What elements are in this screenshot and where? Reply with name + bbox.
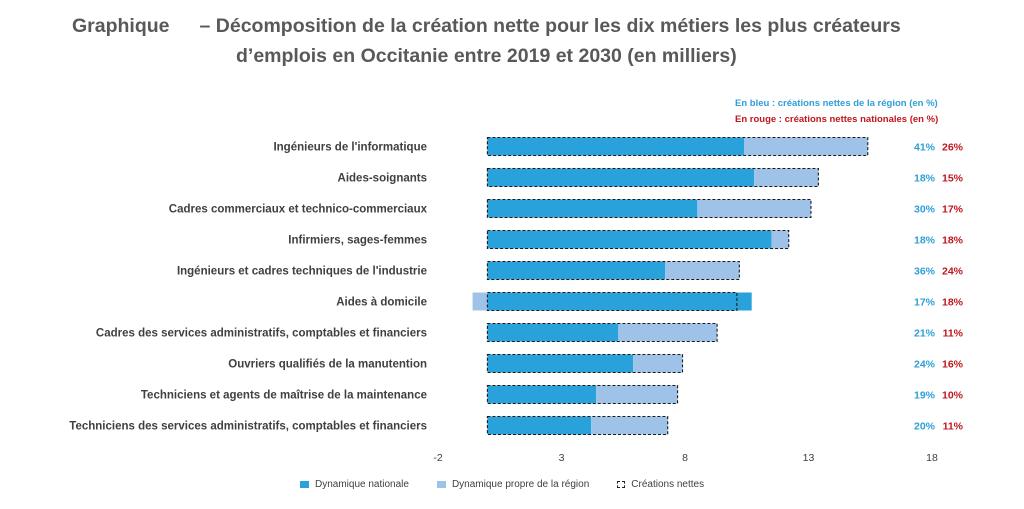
legend-swatch-net (617, 481, 626, 488)
bar-regional (697, 199, 811, 218)
category-label: Cadres des services administratifs, comp… (96, 328, 427, 340)
national-pct-label: 11% (943, 421, 964, 433)
category-label: Ouvriers qualifiés de la manutention (228, 359, 427, 371)
legend-label-regional: Dynamique propre de la région (451, 479, 590, 490)
category-label: Cadres commerciaux et technico-commercia… (169, 204, 428, 216)
bar-regional (665, 261, 740, 280)
bar-regional (591, 416, 668, 435)
bar-national (487, 230, 772, 249)
bar-net-outline (486, 260, 740, 281)
title-line-1: Graphique – Décomposition de la création … (72, 12, 901, 40)
bar-national (487, 416, 592, 435)
bar-national (487, 137, 745, 156)
category-label: Techniciens et agents de maîtrise de la … (141, 390, 427, 402)
national-pct-label: 15% (942, 173, 964, 185)
region-pct-label: 17% (914, 297, 936, 309)
bar-net-outline (486, 136, 869, 157)
region-pct-label: 30% (914, 204, 936, 216)
bar-net-outline (486, 322, 718, 343)
legend-item-net: Créations nettes (617, 479, 704, 490)
category-label: Infirmiers, sages-femmes (288, 235, 427, 247)
bar-national (487, 385, 597, 404)
legend-item-national: Dynamique nationale (300, 479, 409, 490)
bar-national (487, 354, 634, 373)
title-line-2: d’emplois en Occitanie entre 2019 et 203… (236, 45, 737, 67)
bar-national (487, 261, 666, 280)
region-pct-label: 20% (914, 421, 936, 433)
title-prefix: Graphique (72, 15, 170, 37)
legend-swatch-regional (436, 481, 446, 488)
category-label: Ingénieurs de l'informatique (273, 142, 427, 154)
region-pct-label: 18% (914, 235, 936, 247)
bar-national (487, 323, 619, 342)
bar-national (487, 168, 755, 187)
national-pct-label: 18% (942, 235, 964, 247)
legend-item-regional: Dynamique propre de la région (436, 479, 590, 490)
bar-net-outline (486, 353, 684, 374)
bar-net-outline (486, 291, 738, 312)
x-tick-label: 18 (926, 452, 938, 464)
bar-national (487, 292, 752, 311)
bar-net-outline (486, 198, 812, 219)
note-region-pct: En bleu : créations nettes de la région … (735, 98, 938, 109)
region-pct-label: 36% (914, 266, 936, 278)
bar-net-outline (486, 415, 669, 436)
bar-regional (472, 292, 488, 311)
x-tick-label: 13 (803, 452, 815, 464)
bar-regional (744, 137, 868, 156)
national-pct-label: 16% (942, 359, 964, 371)
region-pct-label: 41% (914, 142, 936, 154)
x-tick-label: -2 (433, 452, 442, 464)
x-tick-label: 3 (559, 452, 565, 464)
note-national-pct: En rouge : créations nettes nationales (… (735, 114, 939, 125)
bar-national (487, 199, 698, 218)
region-pct-label: 18% (914, 173, 936, 185)
bar-net-outline (486, 167, 819, 188)
national-pct-label: 17% (942, 204, 964, 216)
national-pct-label: 26% (942, 142, 964, 154)
x-tick-label: 8 (682, 452, 688, 464)
bar-regional (618, 323, 718, 342)
national-pct-label: 10% (942, 390, 964, 402)
national-pct-label: 24% (942, 266, 964, 278)
category-label: Ingénieurs et cadres techniques de l'ind… (177, 266, 427, 278)
legend-swatch-national (300, 481, 309, 488)
bar-regional (596, 385, 678, 404)
legend-label-national: Dynamique nationale (315, 479, 409, 490)
region-pct-label: 21% (914, 328, 936, 340)
legend-label-net: Créations nettes (631, 479, 705, 490)
title-text-1: – Décomposition de la création nette pou… (199, 15, 901, 37)
bar-net-outline (486, 384, 679, 405)
category-label: Aides-soignants (338, 173, 427, 185)
national-pct-label: 18% (942, 297, 964, 309)
bar-regional (771, 230, 789, 249)
bar-net-outline (486, 229, 790, 250)
region-pct-label: 24% (914, 359, 936, 371)
bar-regional (754, 168, 819, 187)
legend: Dynamique nationale Dynamique propre de … (300, 479, 704, 490)
bar-regional (633, 354, 683, 373)
category-label: Techniciens des services administratifs,… (69, 421, 427, 433)
region-pct-label: 19% (914, 390, 936, 402)
national-pct-label: 11% (943, 328, 964, 340)
category-label: Aides à domicile (336, 297, 427, 309)
